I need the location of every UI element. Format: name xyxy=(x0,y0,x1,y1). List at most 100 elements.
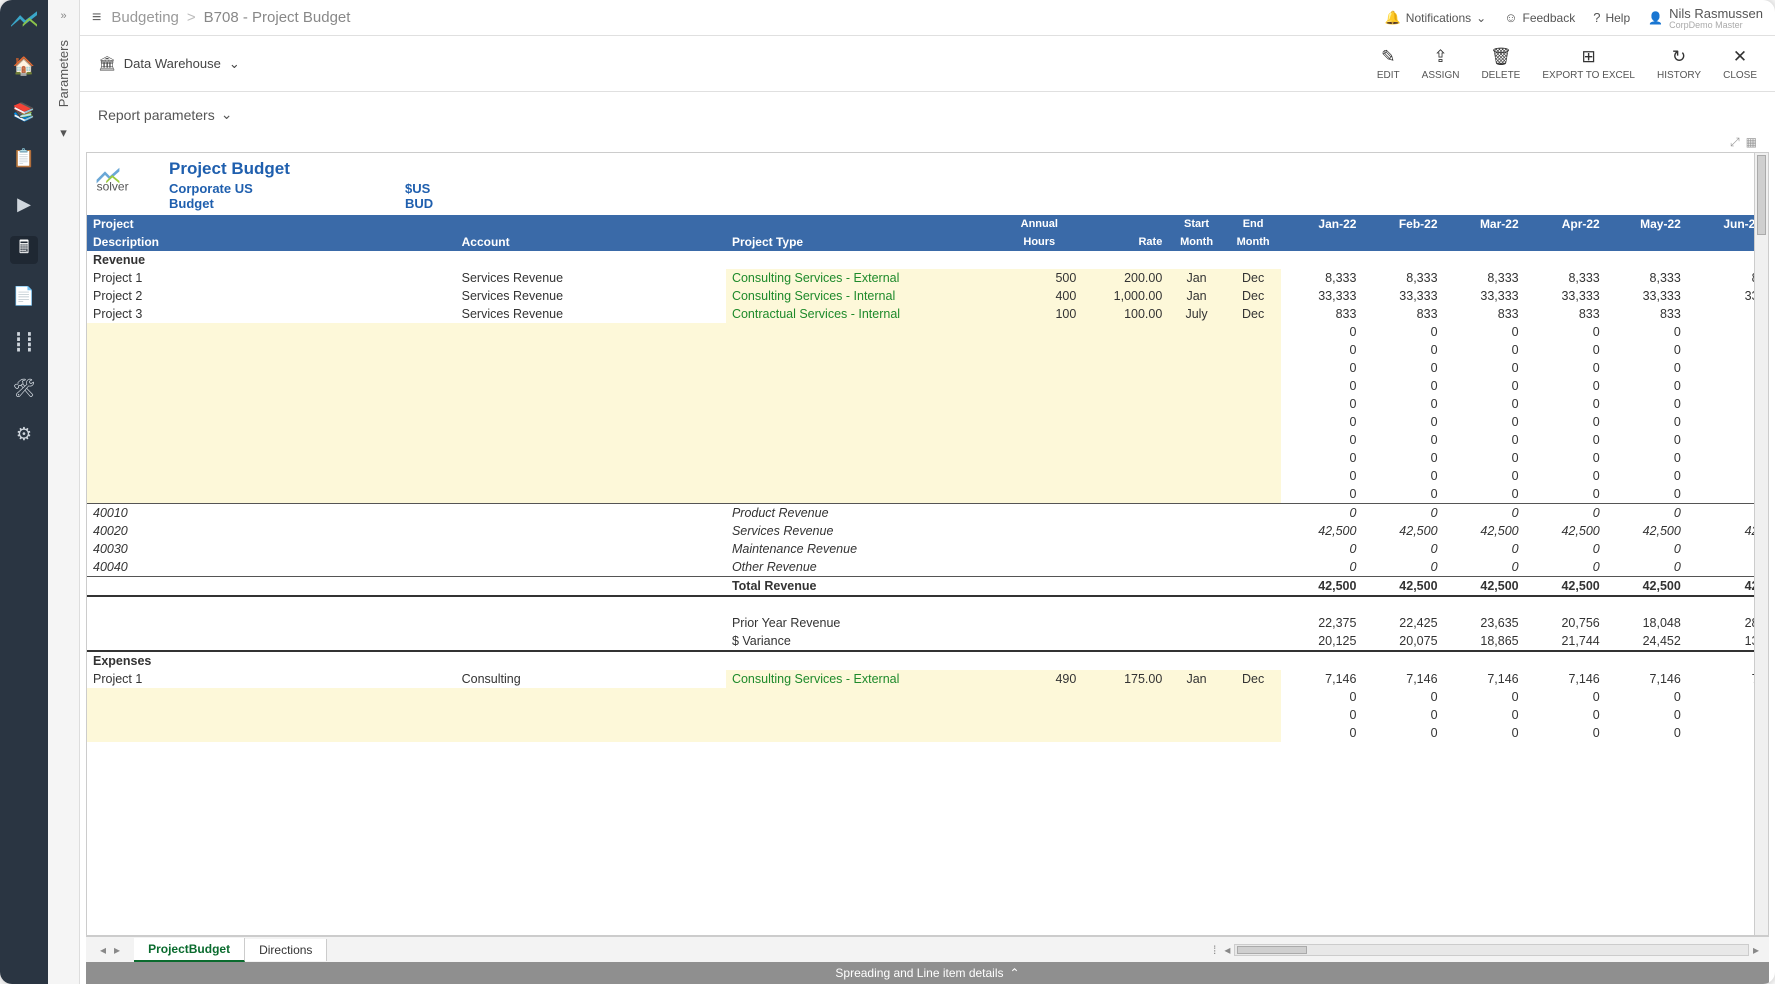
grid-icon[interactable]: ▦ xyxy=(1746,135,1757,150)
end-month-cell[interactable] xyxy=(1225,413,1282,431)
nav-play-icon[interactable]: ▶ xyxy=(10,190,38,218)
history-button[interactable]: ↻HISTORY xyxy=(1657,47,1701,81)
nav-tools-icon[interactable]: 🛠 xyxy=(10,374,38,402)
account-cell[interactable] xyxy=(456,359,726,377)
start-month-cell[interactable] xyxy=(1168,413,1225,431)
project-type-cell[interactable] xyxy=(726,706,996,724)
report-parameters-toggle[interactable]: Report parameters ⌄ xyxy=(80,92,1775,133)
end-month-cell[interactable] xyxy=(1225,377,1282,395)
rate-cell[interactable] xyxy=(1082,359,1168,377)
end-month-cell[interactable] xyxy=(1225,706,1282,724)
start-month-cell[interactable] xyxy=(1168,688,1225,706)
end-month-cell[interactable] xyxy=(1225,359,1282,377)
hours-cell[interactable]: 400 xyxy=(996,287,1082,305)
project-desc[interactable] xyxy=(87,413,456,431)
project-desc[interactable] xyxy=(87,395,456,413)
close-button[interactable]: ✕CLOSE xyxy=(1723,47,1757,81)
project-desc[interactable] xyxy=(87,359,456,377)
hours-cell[interactable]: 500 xyxy=(996,269,1082,287)
horizontal-scrollbar[interactable]: ⁞◂▸ xyxy=(1209,943,1769,957)
rate-cell[interactable]: 100.00 xyxy=(1082,305,1168,323)
user-menu[interactable]: 👤 Nils Rasmussen CorpDemo Master xyxy=(1648,6,1763,30)
rate-cell[interactable] xyxy=(1082,449,1168,467)
project-type-cell[interactable]: Consulting Services - External xyxy=(726,670,996,688)
hours-cell[interactable] xyxy=(996,377,1082,395)
project-type-cell[interactable] xyxy=(726,395,996,413)
hamburger-icon[interactable]: ≡ xyxy=(92,9,101,27)
end-month-cell[interactable] xyxy=(1225,724,1282,742)
project-type-cell[interactable] xyxy=(726,377,996,395)
project-type-cell[interactable] xyxy=(726,359,996,377)
start-month-cell[interactable] xyxy=(1168,467,1225,485)
project-type-cell[interactable] xyxy=(726,431,996,449)
project-desc[interactable] xyxy=(87,706,456,724)
hours-cell[interactable] xyxy=(996,688,1082,706)
hours-cell[interactable] xyxy=(996,359,1082,377)
project-type-cell[interactable] xyxy=(726,467,996,485)
start-month-cell[interactable] xyxy=(1168,724,1225,742)
account-cell[interactable] xyxy=(456,395,726,413)
end-month-cell[interactable] xyxy=(1225,449,1282,467)
account-cell[interactable] xyxy=(456,467,726,485)
end-month-cell[interactable]: Dec xyxy=(1225,287,1282,305)
tab-next-icon[interactable]: ▸ xyxy=(114,943,120,957)
start-month-cell[interactable]: Jan xyxy=(1168,269,1225,287)
hours-cell[interactable] xyxy=(996,449,1082,467)
project-desc[interactable]: Project 3 xyxy=(87,305,456,323)
hours-cell[interactable]: 100 xyxy=(996,305,1082,323)
filter-icon[interactable]: ▾ xyxy=(60,125,67,141)
project-type-cell[interactable] xyxy=(726,413,996,431)
project-desc[interactable] xyxy=(87,467,456,485)
end-month-cell[interactable] xyxy=(1225,688,1282,706)
nav-home-icon[interactable]: 🏠 xyxy=(10,52,38,80)
project-type-cell[interactable] xyxy=(726,485,996,504)
hours-cell[interactable] xyxy=(996,467,1082,485)
notifications-button[interactable]: 🔔Notifications⌄ xyxy=(1385,10,1487,26)
hours-cell[interactable] xyxy=(996,706,1082,724)
project-type-cell[interactable]: Consulting Services - Internal xyxy=(726,287,996,305)
account-cell[interactable] xyxy=(456,485,726,504)
account-cell[interactable] xyxy=(456,449,726,467)
account-cell[interactable]: Services Revenue xyxy=(456,287,726,305)
project-type-cell[interactable]: Consulting Services - External xyxy=(726,269,996,287)
delete-button[interactable]: 🗑DELETE xyxy=(1481,47,1520,81)
nav-gear-icon[interactable]: ⚙ xyxy=(10,420,38,448)
hours-cell[interactable] xyxy=(996,413,1082,431)
account-cell[interactable]: Services Revenue xyxy=(456,269,726,287)
project-desc[interactable] xyxy=(87,341,456,359)
project-desc[interactable] xyxy=(87,485,456,504)
account-cell[interactable] xyxy=(456,706,726,724)
popout-icon[interactable]: ⤢ xyxy=(1730,135,1740,150)
project-desc[interactable] xyxy=(87,449,456,467)
start-month-cell[interactable] xyxy=(1168,395,1225,413)
end-month-cell[interactable]: Dec xyxy=(1225,269,1282,287)
account-cell[interactable] xyxy=(456,323,726,341)
end-month-cell[interactable] xyxy=(1225,395,1282,413)
project-desc[interactable]: Project 1 xyxy=(87,670,456,688)
spreadsheet-view[interactable]: solver Project Budget Corporate US$US Bu… xyxy=(86,152,1769,936)
project-desc[interactable]: Project 2 xyxy=(87,287,456,305)
project-type-cell[interactable]: Contractual Services - Internal xyxy=(726,305,996,323)
vertical-scrollbar[interactable] xyxy=(1754,153,1768,935)
rate-cell[interactable] xyxy=(1082,377,1168,395)
account-cell[interactable] xyxy=(456,413,726,431)
start-month-cell[interactable] xyxy=(1168,359,1225,377)
start-month-cell[interactable] xyxy=(1168,706,1225,724)
account-cell[interactable] xyxy=(456,377,726,395)
start-month-cell[interactable]: Jan xyxy=(1168,670,1225,688)
end-month-cell[interactable] xyxy=(1225,431,1282,449)
expand-params-icon[interactable]: » xyxy=(60,10,66,22)
export-excel-button[interactable]: ⊞EXPORT TO EXCEL xyxy=(1542,47,1635,81)
start-month-cell[interactable] xyxy=(1168,485,1225,504)
account-cell[interactable] xyxy=(456,688,726,706)
rate-cell[interactable] xyxy=(1082,706,1168,724)
nav-tree-icon[interactable]: ┋┋ xyxy=(10,328,38,356)
rate-cell[interactable]: 200.00 xyxy=(1082,269,1168,287)
end-month-cell[interactable] xyxy=(1225,467,1282,485)
start-month-cell[interactable]: Jan xyxy=(1168,287,1225,305)
rate-cell[interactable] xyxy=(1082,724,1168,742)
hours-cell[interactable] xyxy=(996,485,1082,504)
project-type-cell[interactable] xyxy=(726,449,996,467)
end-month-cell[interactable]: Dec xyxy=(1225,305,1282,323)
edit-button[interactable]: ✎EDIT xyxy=(1377,47,1400,81)
